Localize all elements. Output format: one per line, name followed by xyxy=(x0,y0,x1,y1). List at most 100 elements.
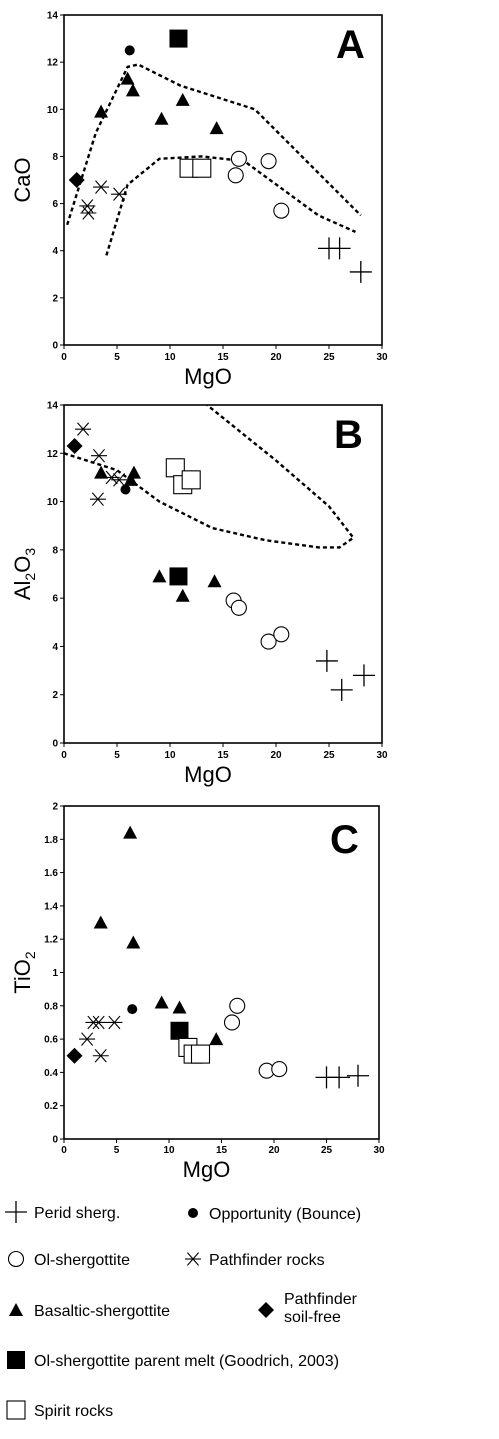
x-tick-label: 0 xyxy=(61,1145,67,1156)
plus-point xyxy=(315,649,338,672)
asterisk-point xyxy=(80,206,97,220)
circle-point xyxy=(223,1014,241,1031)
legend-label: Basaltic-shergottite xyxy=(34,1303,170,1320)
plus-point xyxy=(352,664,375,687)
x-tick-label: 15 xyxy=(217,750,229,761)
y-tick-label: 0 xyxy=(52,341,58,352)
open-square-point xyxy=(192,158,212,178)
square-point xyxy=(169,29,188,48)
plus-point xyxy=(328,1066,351,1089)
y-tick-label: 10 xyxy=(47,105,59,116)
triangle-point xyxy=(172,1000,187,1014)
triangle-point xyxy=(126,465,141,479)
y-tick-label: 2 xyxy=(52,293,58,304)
y-tick-label: 1 xyxy=(52,968,58,979)
x-axis-label: MgO xyxy=(184,364,232,389)
y-tick-label: 1.2 xyxy=(44,935,58,946)
panel-C: 0 5 10 15 20 25 30 0 0.2 0.4 0.6 0.8 1 1.2 1.4 1.6 1.8 2 M… xyxy=(10,802,385,1183)
legend-plus-icon xyxy=(5,1201,27,1223)
y-tick-label: 4 xyxy=(52,642,58,653)
panel-B: 0 5 10 15 20 25 30 0 2 4 6 8 10 12 14 MgO Al2O3 B xyxy=(10,401,388,788)
y-axis-label: CaO xyxy=(10,157,35,202)
y-tick-label: 0 xyxy=(52,1135,58,1146)
legend-item: Pathfinder rocks xyxy=(185,1252,325,1269)
legend-item: Ol-shergottite parent melt (Goodrich, 20… xyxy=(7,1351,339,1370)
plus-point xyxy=(349,260,372,283)
x-tick-label: 10 xyxy=(164,352,176,363)
panel-letter: A xyxy=(336,23,365,67)
diamond-point xyxy=(66,438,83,455)
x-tick-label: 25 xyxy=(321,1145,333,1156)
x-tick-label: 20 xyxy=(270,750,282,761)
legend-label: Perid sherg. xyxy=(34,1205,120,1222)
y-tick-label: 1.4 xyxy=(44,901,58,912)
x-tick-label: 10 xyxy=(163,1145,175,1156)
y-axis-label: TiO2 xyxy=(10,951,38,994)
legend-item: Ol-shergottite xyxy=(7,1250,130,1269)
legend-label: Spirit rocks xyxy=(34,1403,113,1420)
y-tick-label: 0.2 xyxy=(44,1101,58,1112)
asterisk-point xyxy=(89,492,106,506)
y-tick-label: 10 xyxy=(47,497,59,508)
legend-item: Perid sherg. xyxy=(5,1201,120,1223)
triangle-point xyxy=(94,104,109,118)
circle-point xyxy=(227,167,244,184)
y-axis-label: Al2O3 xyxy=(10,548,38,600)
y-tick-label: 1.8 xyxy=(44,835,58,846)
triangle-point xyxy=(125,83,140,97)
y-tick-label: 14 xyxy=(47,401,59,412)
dot-point xyxy=(120,484,131,495)
asterisk-point xyxy=(79,1032,96,1046)
asterisk-point xyxy=(111,473,128,487)
triangle-point xyxy=(207,574,222,588)
field-boundary xyxy=(63,404,356,549)
x-tick-label: 5 xyxy=(114,750,120,761)
x-tick-label: 30 xyxy=(376,352,388,363)
asterisk-point xyxy=(111,187,128,201)
square-point xyxy=(170,1021,189,1040)
y-tick-label: 6 xyxy=(52,594,58,605)
y-tick-label: 4 xyxy=(52,246,58,257)
circle-point xyxy=(260,153,277,170)
asterisk-point xyxy=(92,1048,109,1063)
y-tick-label: 0.4 xyxy=(44,1068,58,1079)
triangle-point xyxy=(209,1032,224,1046)
y-tick-label: 0.6 xyxy=(44,1035,58,1046)
x-tick-label: 0 xyxy=(61,352,67,363)
legend: Perid sherg. Opportunity (Bounce) Ol-sherg… xyxy=(5,1201,361,1420)
x-tick-label: 5 xyxy=(114,352,120,363)
legend-open-square-icon xyxy=(6,1400,26,1420)
x-tick-label: 0 xyxy=(61,750,67,761)
y-tick-label: 12 xyxy=(47,449,59,460)
x-tick-label: 15 xyxy=(217,352,229,363)
legend-label: Ol-shergottite xyxy=(34,1252,130,1269)
open-square-point xyxy=(190,1044,211,1064)
y-tick-label: 14 xyxy=(47,11,59,22)
panel-letter: C xyxy=(330,818,359,862)
x-tick-label: 15 xyxy=(216,1145,228,1156)
triangle-point xyxy=(123,825,138,839)
legend-diamond-icon xyxy=(258,1302,274,1318)
legend-square-icon xyxy=(7,1351,25,1369)
legend-label: Opportunity (Bounce) xyxy=(209,1206,361,1223)
legend-asterisk-icon xyxy=(185,1252,201,1266)
y-tick-label: 8 xyxy=(52,152,58,163)
legend-item: Basaltic-shergottite xyxy=(9,1303,170,1320)
field-boundary xyxy=(66,63,362,226)
dot-point xyxy=(127,1004,138,1015)
x-tick-label: 10 xyxy=(164,750,176,761)
triangle-point xyxy=(154,111,169,125)
y-tick-label: 2 xyxy=(52,690,58,701)
x-tick-label: 30 xyxy=(376,750,388,761)
diamond-point xyxy=(68,172,85,188)
asterisk-point xyxy=(106,1015,123,1030)
x-tick-label: 25 xyxy=(323,750,335,761)
circle-point xyxy=(273,626,290,643)
open-square-point xyxy=(181,470,201,490)
legend-triangle-icon xyxy=(9,1303,23,1316)
y-tick-label: 8 xyxy=(52,545,58,556)
x-tick-label: 25 xyxy=(323,352,335,363)
dot-point xyxy=(124,45,135,56)
y-tick-label: 0.8 xyxy=(44,1001,58,1012)
